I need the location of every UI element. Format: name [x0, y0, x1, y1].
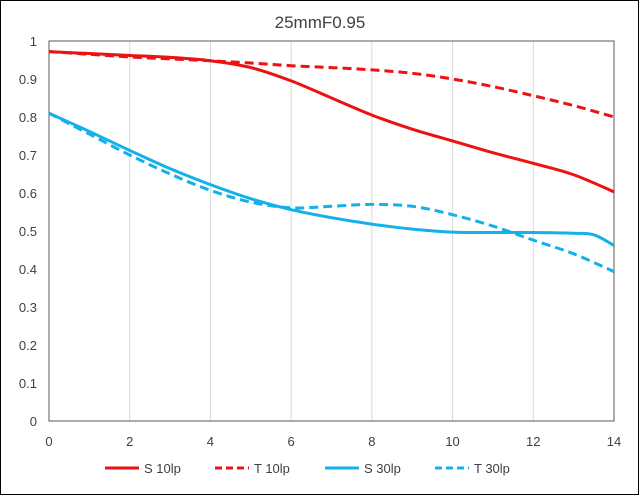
legend-label: T 30lp [474, 461, 510, 476]
x-tick-label: 10 [445, 434, 459, 449]
y-tick-label: 0.6 [19, 186, 37, 201]
plot-area-border [48, 40, 615, 422]
series-line-t-10lp [48, 50, 615, 119]
y-tick-label: 0.5 [19, 224, 37, 239]
y-tick-label: 0.1 [19, 376, 37, 391]
y-tick-label: 0.4 [19, 262, 37, 277]
y-tick-labels: 0 0.1 0.2 0.3 0.4 0.5 0.6 0.7 0.8 0.9 1 [19, 34, 37, 429]
x-tick-label: 12 [526, 434, 540, 449]
y-tick-label: 0.9 [19, 72, 37, 87]
x-tick-labels: 0 2 4 6 8 10 12 14 [45, 434, 621, 449]
y-tick-label: 0.2 [19, 338, 37, 353]
y-tick-label: 0.8 [19, 110, 37, 125]
legend: S 10lp T 10lp S 30lp T 30lp [105, 461, 510, 476]
series-lines [48, 50, 615, 274]
y-tick-label: 0.3 [19, 300, 37, 315]
series-line-s-30lp [48, 111, 615, 247]
x-tick-label: 4 [207, 434, 214, 449]
x-tick-label: 14 [607, 434, 621, 449]
y-tick-label: 0.7 [19, 148, 37, 163]
axes [48, 40, 615, 422]
legend-label: T 10lp [254, 461, 290, 476]
x-tick-label: 8 [368, 434, 375, 449]
y-tick-label: 0 [30, 414, 37, 429]
x-tick-label: 2 [126, 434, 133, 449]
legend-label: S 10lp [144, 461, 181, 476]
chart-title: 25mmF0.95 [275, 13, 366, 32]
series-line-t-30lp [48, 111, 615, 274]
y-tick-label: 1 [30, 34, 37, 49]
x-tick-label: 6 [288, 434, 295, 449]
series-line-s-10lp [48, 50, 615, 194]
x-tick-label: 0 [45, 434, 52, 449]
legend-label: S 30lp [364, 461, 401, 476]
